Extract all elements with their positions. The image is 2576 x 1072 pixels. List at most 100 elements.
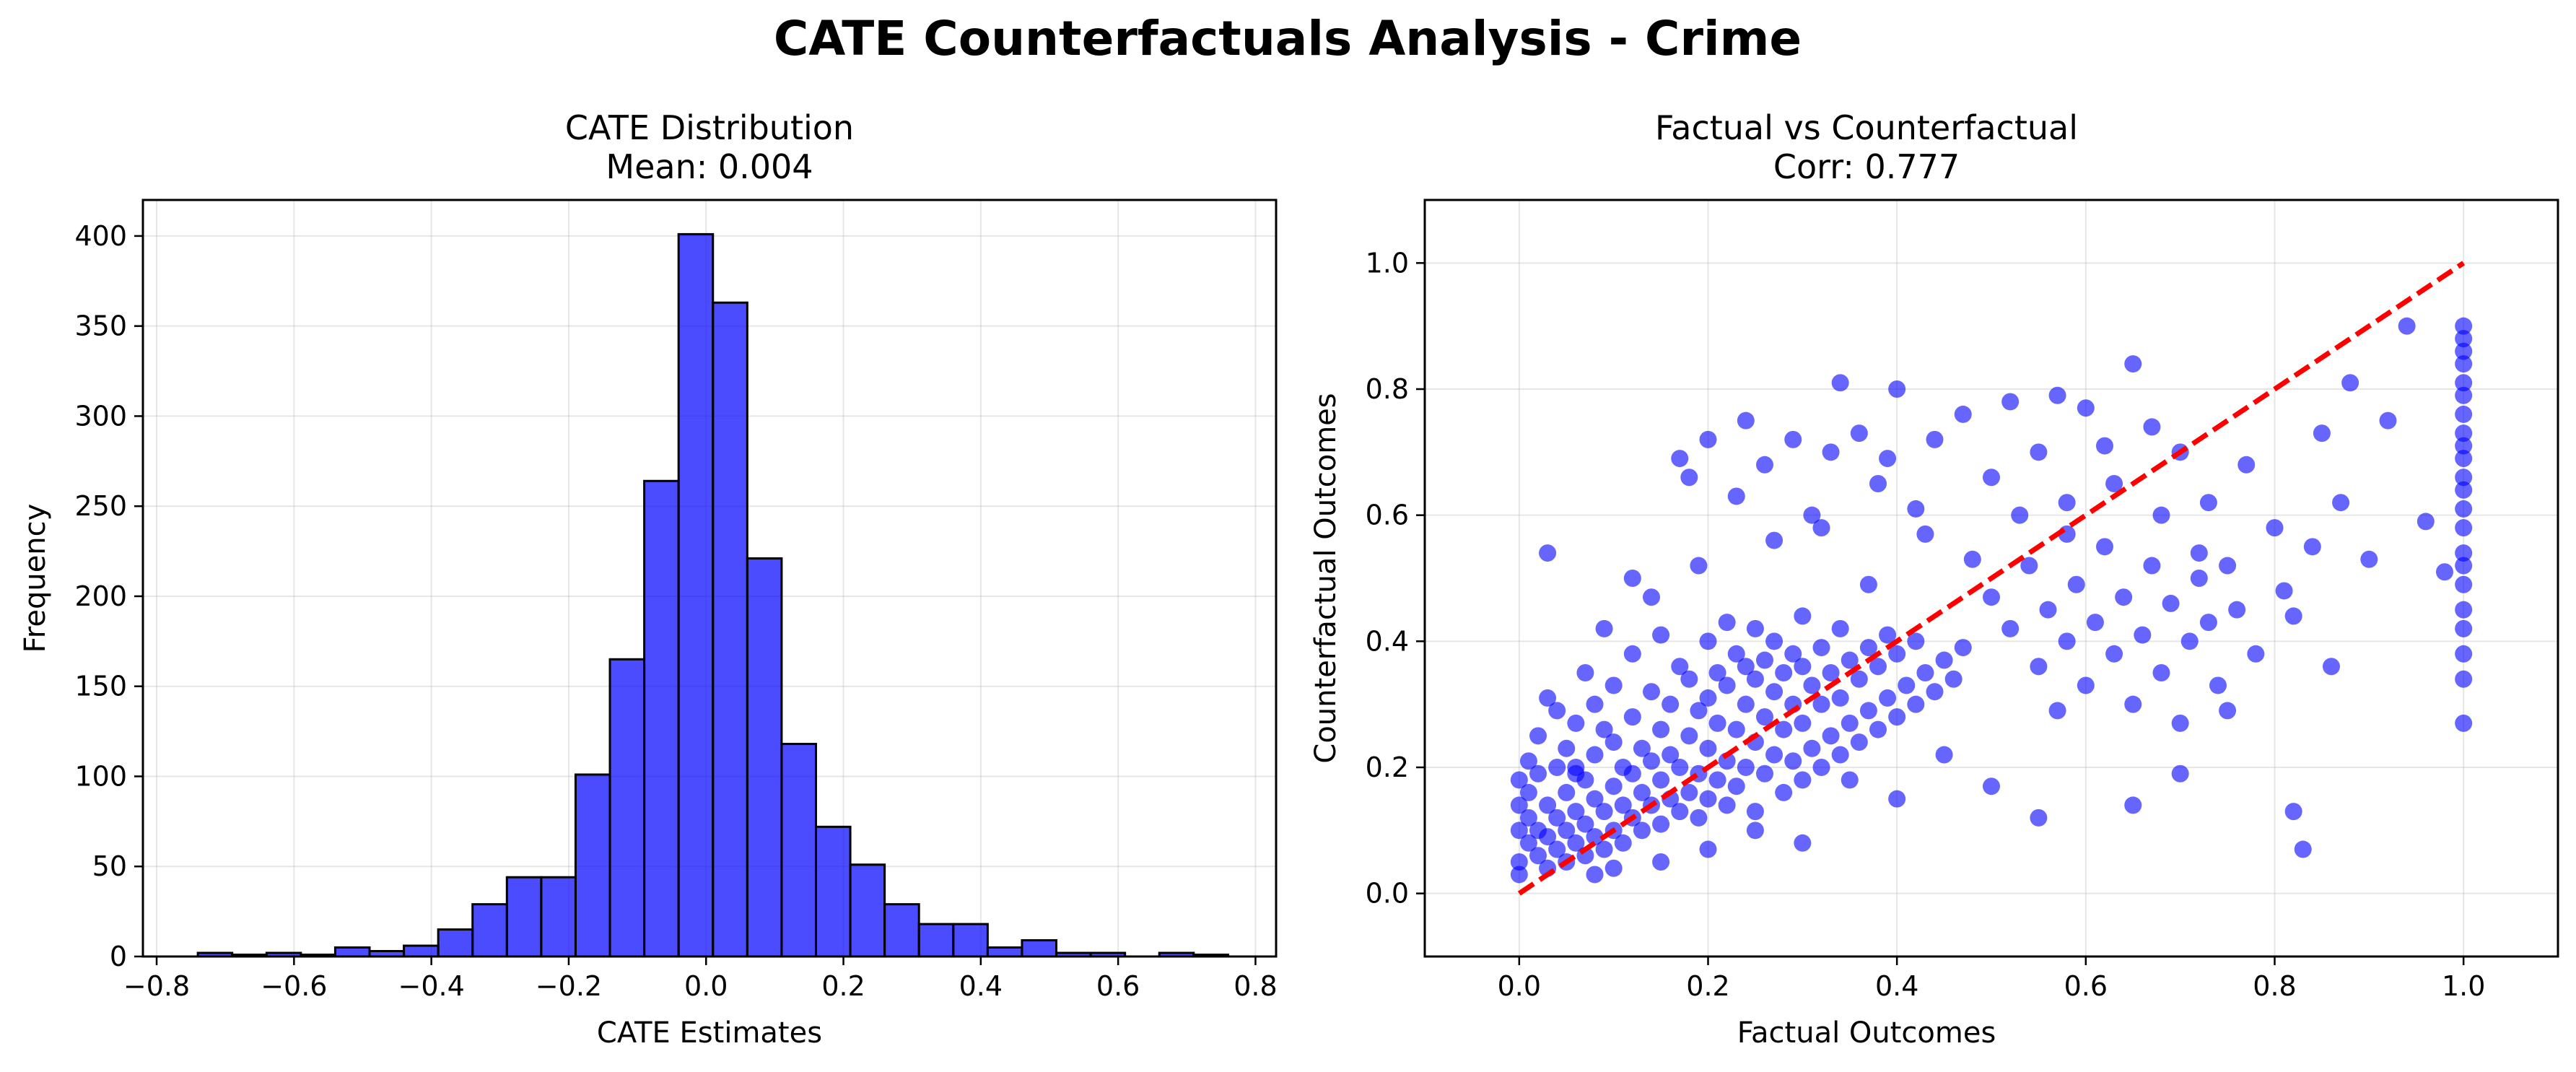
scatter-point (1727, 487, 1745, 505)
scatter-point (1529, 847, 1547, 865)
scatter-x-tick-label: 0.4 (1875, 970, 1918, 1002)
scatter-point (1623, 645, 1641, 663)
scatter-point (2143, 557, 2161, 575)
scatter-point (2455, 450, 2473, 468)
histogram-x-tick-label: −0.4 (398, 970, 464, 1002)
scatter-point (1794, 658, 1812, 676)
scatter-point (2143, 418, 2161, 436)
scatter-point (1586, 866, 1604, 884)
scatter-point (1784, 645, 1802, 663)
scatter-point (2001, 393, 2020, 411)
scatter-point (1586, 790, 1604, 808)
scatter-point (1519, 752, 1537, 770)
scatter-point (1586, 695, 1604, 713)
scatter-point (2096, 437, 2113, 455)
histogram-y-tick-label: 0 (110, 941, 127, 972)
scatter-point (1699, 739, 1717, 757)
scatter-point (1548, 840, 1566, 858)
histogram-bar (712, 301, 748, 958)
scatter-point (1841, 771, 1859, 789)
scatter-point (1831, 374, 1849, 392)
scatter-point (1595, 840, 1613, 858)
scatter-point (1680, 783, 1698, 801)
scatter-point (2020, 557, 2038, 575)
scatter-point (2455, 714, 2473, 732)
scatter-point (2455, 355, 2473, 373)
scatter-point (1737, 658, 1755, 676)
histogram-bar (643, 479, 680, 958)
scatter-point (1746, 670, 1764, 688)
scatter-point (2152, 506, 2170, 524)
scatter-point (2455, 405, 2473, 423)
scatter-point (1794, 607, 1812, 625)
scatter-point (1812, 759, 1830, 776)
histogram-y-tick-label: 250 (74, 490, 127, 522)
scatter-point (1794, 714, 1812, 732)
scatter-point (2379, 411, 2397, 430)
scatter-y-tick-label: 0.6 (1366, 500, 1409, 531)
scatter-point (1983, 588, 2000, 606)
scatter-point (1859, 639, 1877, 657)
scatter-point (1926, 430, 1944, 448)
scatter-point (1567, 714, 1585, 732)
scatter-point (1652, 626, 1670, 644)
scatter-point (1784, 430, 1802, 448)
scatter-point (1765, 632, 1783, 650)
histogram-bar (986, 946, 1023, 958)
scatter-point (2228, 601, 2246, 619)
scatter-point (1690, 557, 1708, 575)
histogram-y-axis-label: Frequency (19, 504, 52, 653)
scatter-point (1756, 708, 1773, 726)
scatter-point (1841, 651, 1859, 669)
scatter-point (1765, 746, 1783, 764)
scatter-point (1604, 733, 1623, 751)
scatter-point (1558, 739, 1576, 757)
scatter-x-tick-label: 0.8 (2253, 970, 2296, 1002)
histogram-bar (574, 773, 611, 958)
scatter-point (2284, 803, 2302, 821)
scatter-point (1850, 733, 1868, 751)
histogram-y-tick-label: 150 (74, 671, 127, 702)
scatter-point (1510, 853, 1528, 871)
scatter-point (1859, 702, 1877, 720)
scatter-point (2455, 469, 2473, 487)
histogram-x-tick-label: −0.8 (123, 970, 190, 1002)
histogram-title: CATE Distribution (565, 108, 854, 147)
scatter-point (1576, 815, 1594, 833)
scatter-point (2077, 676, 2095, 694)
scatter-point (1643, 752, 1660, 770)
histogram-bar (505, 876, 543, 958)
scatter-point (2171, 714, 2189, 732)
scatter-point (1737, 411, 1755, 430)
scatter-panel: Factual vs Counterfactual Corr: 0.777 0.… (1309, 108, 2559, 1050)
histogram-bars (196, 232, 1229, 958)
scatter-point (1831, 746, 1849, 764)
scatter-point (1510, 796, 1528, 814)
scatter-x-tick-label: 1.0 (2442, 970, 2485, 1002)
histogram-bar (540, 876, 577, 958)
scatter-point (1662, 695, 1680, 713)
histogram-bar (814, 825, 852, 958)
scatter-point (2086, 614, 2104, 632)
scatter-point (2199, 614, 2217, 632)
scatter-point (1671, 450, 1689, 468)
scatter-point (1888, 708, 1906, 726)
scatter-point (1671, 803, 1689, 821)
histogram-x-axis-label: CATE Estimates (597, 1016, 822, 1050)
scatter-point (2294, 840, 2312, 858)
scatter-point (2455, 481, 2473, 499)
scatter-point (1576, 664, 1594, 681)
scatter-x-tick-label: 0.2 (1686, 970, 1729, 1002)
scatter-point (1567, 803, 1585, 821)
scatter-point (1595, 803, 1613, 821)
scatter-point (1869, 475, 1887, 492)
scatter-y-tick-label: 0.2 (1366, 751, 1409, 783)
scatter-point (2455, 437, 2473, 455)
scatter-point (2030, 809, 2048, 827)
histogram-bar (403, 944, 440, 958)
scatter-point (1746, 803, 1764, 821)
scatter-point (1727, 720, 1745, 738)
scatter-point (1888, 380, 1906, 398)
scatter-point (1812, 695, 1830, 713)
scatter-point (1604, 859, 1623, 877)
